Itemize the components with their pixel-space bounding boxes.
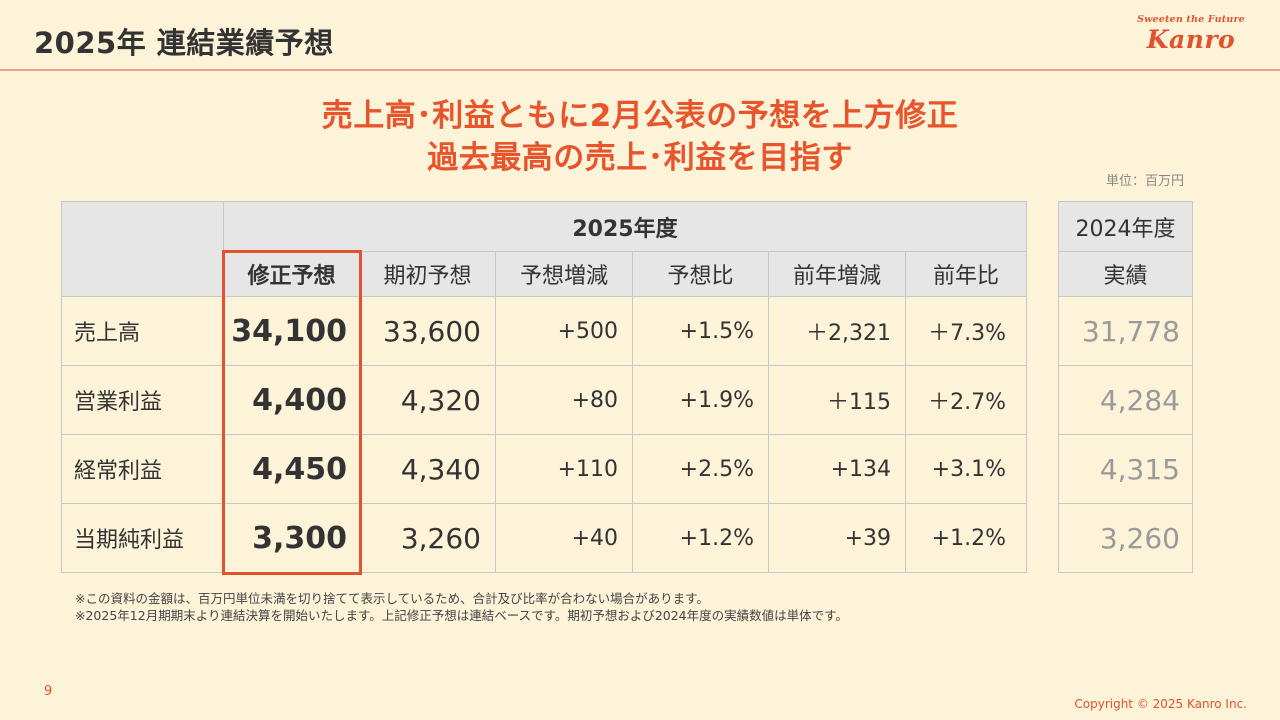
- col-forecast-diff: 予想増減: [495, 251, 633, 297]
- cell-initial: 4,340: [359, 434, 496, 504]
- cell-ratio: +2.5%: [632, 434, 769, 504]
- table-row: 31,778: [1058, 296, 1193, 366]
- table-row: 当期純利益 3,300 3,260 +40 +1.2% +39 +1.2%: [61, 503, 1027, 573]
- cell-ratio: +1.9%: [632, 365, 769, 435]
- row-label: 当期純利益: [61, 503, 224, 573]
- cell-initial: 33,600: [359, 296, 496, 366]
- cell-yoy-ratio: ＋2.7%: [905, 365, 1027, 435]
- table-row: 売上高 34,100 33,600 +500 +1.5% ＋2,321 ＋7.3…: [61, 296, 1027, 366]
- cell-yoy-diff: ＋115: [768, 365, 906, 435]
- col-forecast-ratio: 予想比: [632, 251, 769, 297]
- col-initial-forecast: 期初予想: [359, 251, 496, 297]
- page-title: 2025年 連結業績予想: [34, 26, 334, 60]
- table-row: 4,284: [1058, 365, 1193, 435]
- table-row: 3,260: [1058, 503, 1193, 573]
- table-corner: [61, 201, 224, 297]
- headline-line2: 過去最高の売上･利益を目指す: [427, 140, 853, 176]
- cell-yoy-ratio: +3.1%: [905, 434, 1027, 504]
- cell-ratio: +1.2%: [632, 503, 769, 573]
- kanro-logo: Sweeten the Future Kanro: [1136, 14, 1246, 60]
- cell-diff: +40: [495, 503, 633, 573]
- cell-revised: 3,300: [223, 503, 360, 573]
- cell-revised: 34,100: [223, 296, 360, 366]
- cell-yoy-ratio: ＋7.3%: [905, 296, 1027, 366]
- cell-diff: +500: [495, 296, 633, 366]
- footnote: ※この資料の金額は、百万円単位未満を切り捨てて表示しているため、合計及び比率が合…: [75, 591, 709, 606]
- cell-yoy-diff: ＋2,321: [768, 296, 906, 366]
- cell-yoy-ratio: +1.2%: [905, 503, 1027, 573]
- cell-ratio: +1.5%: [632, 296, 769, 366]
- row-label: 営業利益: [61, 365, 224, 435]
- cell-yoy-diff: +134: [768, 434, 906, 504]
- prev-year-table: 2024年度 実績 31,778 4,284 4,315 3,260: [1058, 201, 1193, 573]
- table-row: 営業利益 4,400 4,320 +80 +1.9% ＋115 ＋2.7%: [61, 365, 1027, 435]
- logo-name: Kanro: [1146, 25, 1236, 54]
- unit-label: 単位：百万円: [1105, 174, 1184, 189]
- cell-revised: 4,450: [223, 434, 360, 504]
- table-row: 4,315: [1058, 434, 1193, 504]
- col-yoy-diff: 前年増減: [768, 251, 906, 297]
- cell-initial: 4,320: [359, 365, 496, 435]
- footnote: ※2025年12月期期末より連結決算を開始いたします。上記修正予想は連結ベースで…: [75, 608, 848, 623]
- forecast-table: 2025年度 修正予想 期初予想 予想増減 予想比 前年増減 前年比 売上高 3…: [61, 201, 1027, 573]
- cell-prev-actual: 31,778: [1058, 296, 1193, 366]
- logo-tagline: Sweeten the Future: [1137, 14, 1245, 25]
- cell-initial: 3,260: [359, 503, 496, 573]
- page-number: 9: [44, 684, 53, 699]
- row-label: 経常利益: [61, 434, 224, 504]
- cell-prev-actual: 3,260: [1058, 503, 1193, 573]
- headline-line1: 売上高･利益ともに2月公表の予想を上方修正: [321, 98, 959, 134]
- prev-year-header: 2024年度: [1058, 201, 1193, 252]
- col-revised-forecast: 修正予想: [223, 251, 360, 297]
- cell-diff: +110: [495, 434, 633, 504]
- col-prev-actual: 実績: [1058, 251, 1193, 297]
- cell-yoy-diff: +39: [768, 503, 906, 573]
- cell-prev-actual: 4,284: [1058, 365, 1193, 435]
- table-row: 経常利益 4,450 4,340 +110 +2.5% +134 +3.1%: [61, 434, 1027, 504]
- row-label: 売上高: [61, 296, 224, 366]
- header-bar: 2025年 連結業績予想 Sweeten the Future Kanro: [0, 0, 1280, 71]
- copyright: Copyright © 2025 Kanro Inc.: [1074, 697, 1247, 711]
- cell-prev-actual: 4,315: [1058, 434, 1193, 504]
- col-yoy-ratio: 前年比: [905, 251, 1027, 297]
- cell-revised: 4,400: [223, 365, 360, 435]
- cell-diff: +80: [495, 365, 633, 435]
- year-header: 2025年度: [223, 201, 1027, 252]
